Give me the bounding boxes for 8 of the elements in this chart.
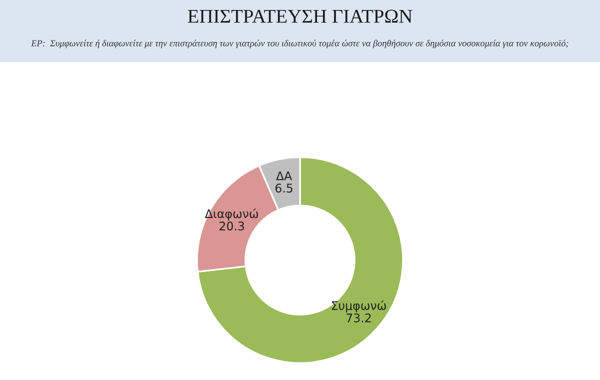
slice-label: Συμφωνώ xyxy=(332,300,386,312)
slice-label: ΔΑ xyxy=(276,171,292,180)
chart-subtitle: ΕΡ: Συμφωνείτε ή διαφωνείτε με την επιστράτευση των γιατρών του ιδιωτικού τομέα ώστε να βοηθήσουν σε δημόσια νοσοκομεία για τον κορωνοϊό; xyxy=(31,40,568,48)
donut-slice xyxy=(196,156,404,364)
data-label: 73.2 xyxy=(346,313,371,322)
data-label: 20.3 xyxy=(220,222,244,230)
data-label: 6.5 xyxy=(275,184,292,193)
chart-title: ΕΠΙΣΤΡΑΤΕΥΣΗ ΓΙΑΤΡΩΝ xyxy=(188,10,412,23)
